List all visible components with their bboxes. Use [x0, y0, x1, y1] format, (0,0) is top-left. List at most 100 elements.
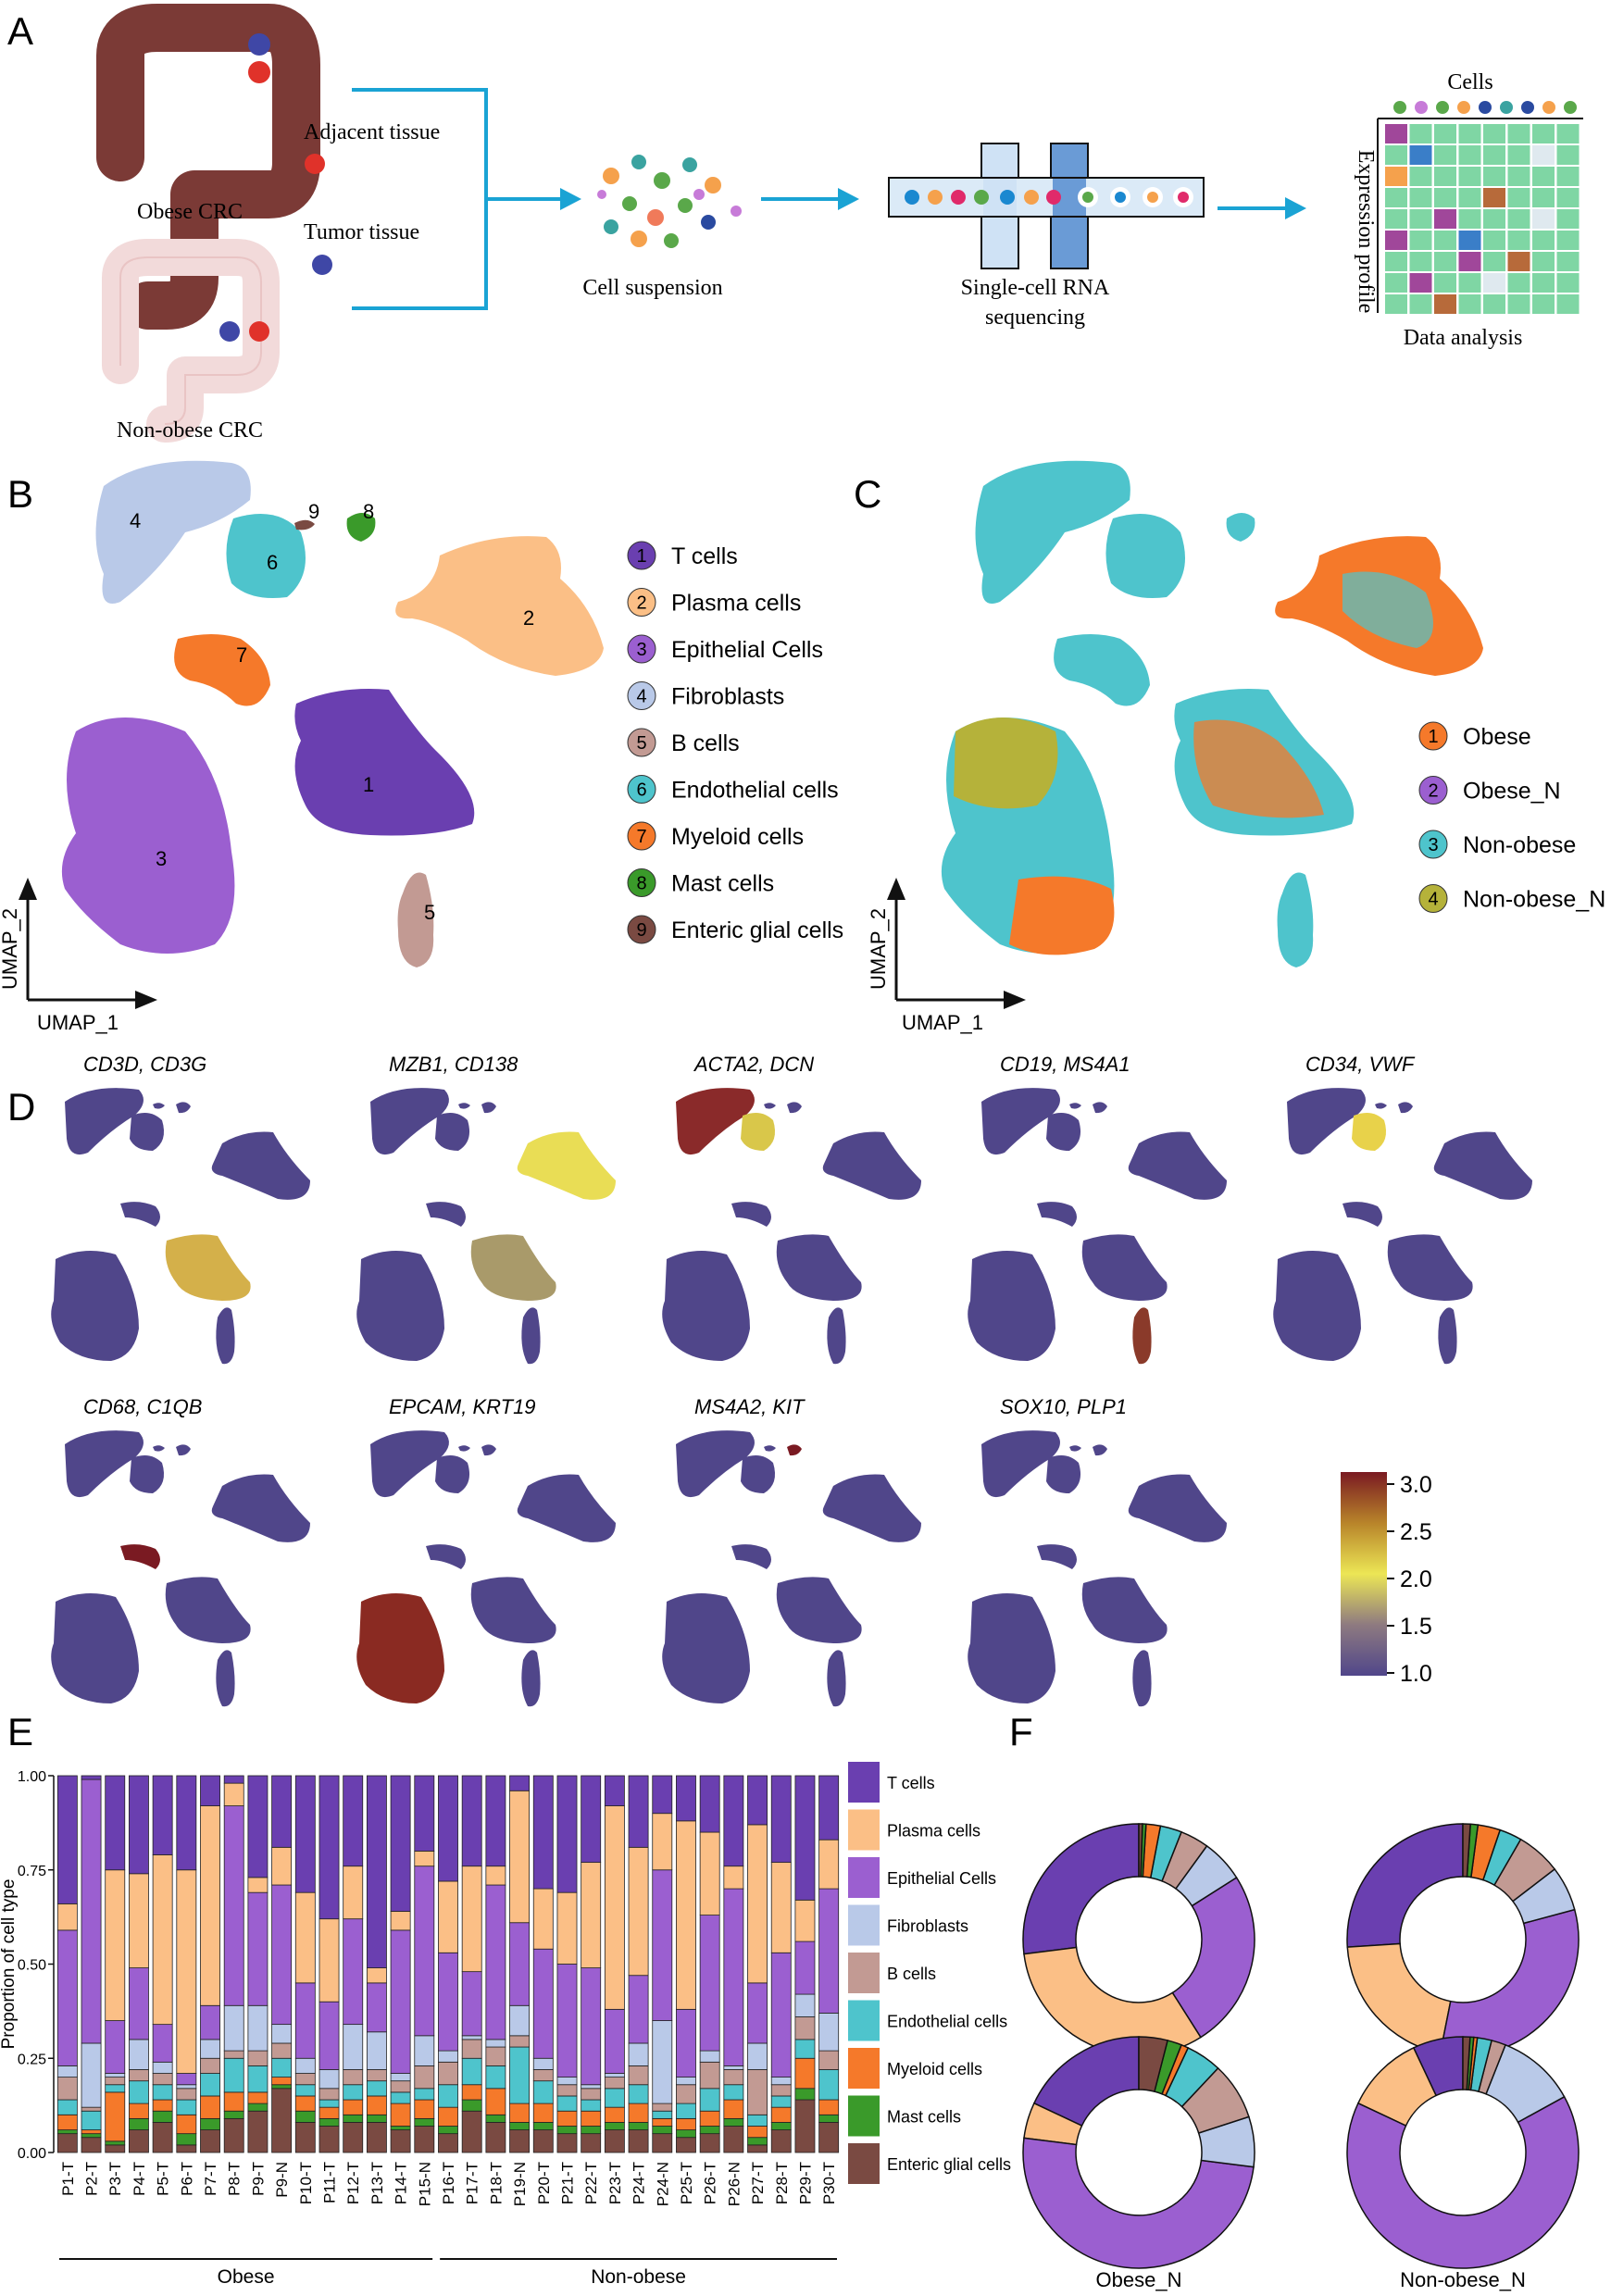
stacked-bar-segment	[770, 1952, 792, 2078]
stacked-bar-segment	[414, 1775, 435, 1852]
legend-b-item-number: 6	[636, 780, 646, 801]
stacked-bar-segment	[366, 2031, 387, 2070]
stacked-bar-segment	[294, 2084, 316, 2097]
cluster-6-endothelial	[226, 514, 306, 598]
legend-b-item-marker	[627, 541, 656, 570]
feature-blob	[1287, 1088, 1366, 1155]
cluster-number-labels: 4 6 9 8 2 7 1 3 5	[130, 500, 534, 924]
legend-c-item-marker	[1418, 830, 1448, 859]
feature-blob	[822, 1474, 921, 1542]
feature-blob	[741, 1454, 776, 1493]
stacked-bar-segment	[105, 2091, 126, 2142]
e-ytick-label: 0.75	[18, 1864, 46, 1879]
stacked-bar-segment	[56, 2114, 78, 2130]
stacked-bar-segment	[414, 2099, 435, 2119]
stacked-bar-segment	[318, 1918, 340, 2003]
e-group-label: Obese	[218, 2266, 275, 2288]
stacked-bar-segment	[532, 2080, 554, 2104]
stacked-bar-segment	[770, 1775, 792, 1864]
feature-plot: CD3D, CD3G	[51, 1053, 310, 1365]
e-xtick-label: P2-T	[83, 2162, 101, 2196]
legend-b-item-number: 1	[636, 546, 646, 567]
e-xtick-label: P24-T	[631, 2162, 648, 2204]
matrix-cell	[1556, 273, 1580, 293]
e-legend-swatch	[848, 1953, 880, 1993]
stacked-bar-segment	[461, 2035, 482, 2040]
feature-blob	[1093, 1102, 1107, 1114]
stacked-bar-segment	[318, 2069, 340, 2090]
feature-blob	[153, 1103, 165, 1109]
matrix-cell	[1385, 188, 1407, 207]
stacked-bar-segment	[343, 2084, 364, 2101]
matrix-cell	[1434, 294, 1456, 314]
stacked-bar-segment	[176, 2114, 197, 2135]
e-xtick-label: P3-T	[106, 2162, 124, 2196]
microfluidic-chip-illustration	[888, 143, 1205, 269]
stacked-bar-segment	[318, 2099, 340, 2108]
cluster-5-b-cells	[397, 872, 434, 967]
cluster-7-myeloid	[174, 634, 270, 706]
donut-title: Non-obese_N	[1400, 2268, 1526, 2291]
stacked-bar-segment	[247, 1877, 268, 1893]
matrix-cell	[1434, 252, 1456, 271]
stacked-bar-segment	[390, 2103, 411, 2127]
stacked-bar-segment	[794, 1899, 816, 1942]
donut-slice	[1022, 1823, 1140, 1955]
e-xtick-label: P1-T	[59, 2162, 77, 2196]
stacked-bar-segment	[247, 1891, 268, 2006]
stacked-bar-segment	[223, 2117, 244, 2153]
stacked-bar-segment	[485, 2122, 506, 2153]
stacked-bar-segment	[747, 1775, 768, 1826]
e-xtick-label: P6-T	[178, 2162, 195, 2196]
panel-c-umap-groups: 1 Obese 2 Obese_N 3 Non-obese 4 Non-obese_N UMA…	[867, 460, 1605, 1034]
stacked-bar-segment	[604, 2073, 625, 2078]
stacked-bar-segment	[628, 2122, 649, 2130]
feature-blob	[1433, 1131, 1532, 1200]
stacked-bar-segment	[699, 2110, 720, 2127]
stacked-bar-segment	[56, 2099, 78, 2115]
legend-b-item-number: 5	[636, 733, 646, 754]
feature-blob	[356, 1593, 444, 1703]
feature-blob	[370, 1088, 449, 1155]
stacked-bar-segment	[794, 2057, 816, 2090]
stacked-bar-segment	[414, 1866, 435, 2037]
stacked-bar-segment	[604, 1775, 625, 1806]
stacked-bar-segment	[509, 1922, 531, 2006]
stacked-bar-segment	[176, 2099, 197, 2115]
stacked-bar-segment	[105, 1775, 126, 1871]
e-xtick-label: P25-T	[678, 2162, 695, 2204]
colorbar-tick-label: 1.0	[1400, 1661, 1432, 1687]
e-legend-label: B cells	[887, 1965, 936, 1983]
stacked-bar-segment	[56, 2129, 78, 2135]
sequencing-label-line1: Single-cell RNA	[961, 276, 1110, 300]
stacked-bar-segment	[366, 2095, 387, 2115]
matrix-cell	[1385, 209, 1407, 229]
matrix-cell	[1532, 209, 1555, 229]
matrix-cell	[1483, 294, 1505, 314]
matrix-cell	[1532, 167, 1555, 186]
stacked-bar-segment	[676, 1775, 696, 1822]
matrix-cell	[1409, 273, 1432, 293]
stacked-bar-segment	[318, 2088, 340, 2101]
legend-c-item-number: 1	[1428, 727, 1438, 747]
legend-b-item-number: 2	[636, 593, 646, 614]
stacked-bar-segment	[485, 1884, 506, 2040]
feature-blob	[176, 1444, 191, 1456]
stacked-bar-segment	[676, 2103, 696, 2119]
cell-icon-row	[1393, 101, 1577, 114]
feature-plot: CD68, C1QB	[51, 1395, 310, 1707]
stacked-bar-segment	[794, 1993, 816, 2017]
panel-label-a: A	[7, 9, 33, 53]
stacked-bar-segment	[56, 2133, 78, 2153]
feature-blob	[968, 1251, 1055, 1361]
stacked-bar-segment	[271, 1846, 293, 1886]
feature-blob	[1342, 1202, 1382, 1227]
stacked-bar-segment	[699, 2050, 720, 2063]
feature-blob	[776, 1234, 862, 1301]
feature-blob	[731, 1202, 771, 1227]
stacked-bar-segment	[390, 1775, 411, 1912]
umap1-axis-label-b: UMAP_1	[37, 1011, 119, 1034]
stacked-bar-segment	[747, 1982, 768, 2044]
e-xtick-label: P21-T	[558, 2162, 576, 2204]
stacked-bar-segment	[414, 2065, 435, 2090]
